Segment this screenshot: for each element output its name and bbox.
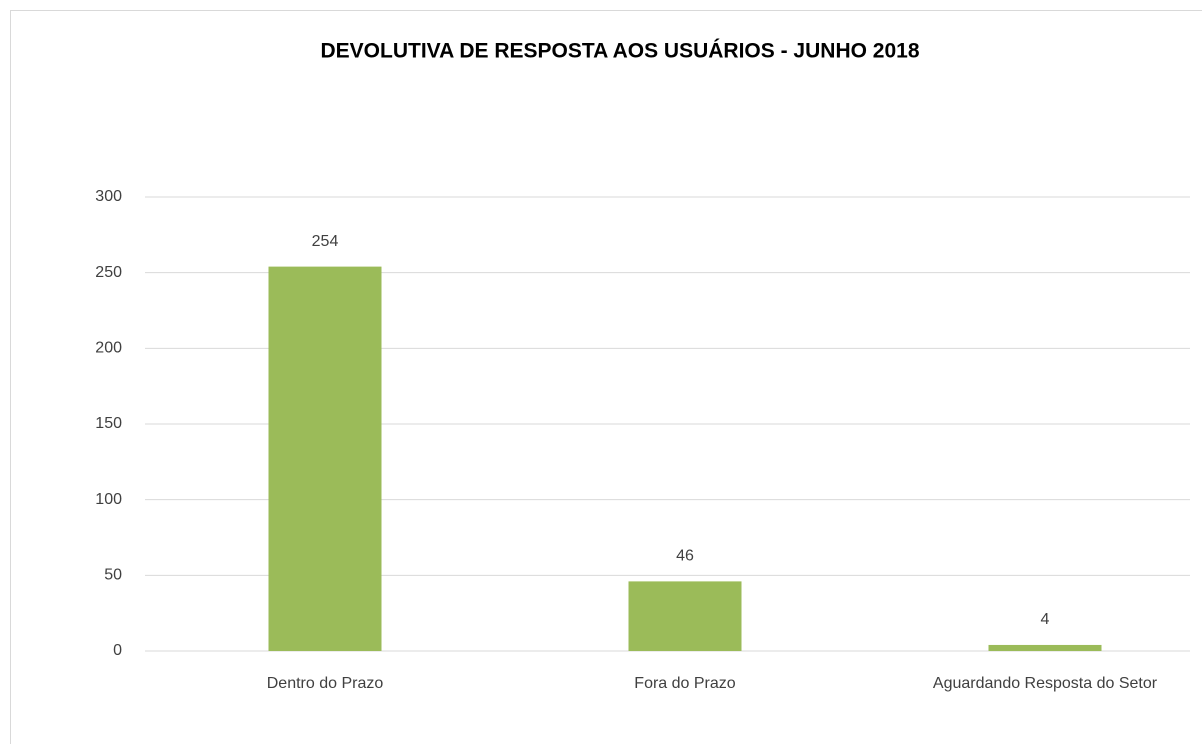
- data-label: 46: [676, 548, 694, 565]
- y-tick-label: 0: [113, 642, 122, 659]
- chart-frame: [10, 10, 1202, 744]
- x-tick-label: Fora do Prazo: [634, 675, 735, 692]
- chart-title: DEVOLUTIVA DE RESPOSTA AOS USUÁRIOS - JU…: [321, 40, 920, 63]
- bar: [628, 581, 742, 651]
- x-tick-label: Aguardando Resposta do Setor: [933, 675, 1158, 692]
- x-tick-label: Dentro do Prazo: [267, 675, 384, 692]
- bar: [268, 266, 382, 651]
- y-tick-label: 300: [95, 188, 122, 205]
- data-label: 254: [312, 233, 339, 250]
- y-tick-label: 150: [95, 415, 122, 432]
- bar: [988, 644, 1102, 651]
- y-tick-label: 100: [95, 491, 122, 508]
- y-tick-label: 50: [104, 567, 122, 584]
- y-tick-label: 250: [95, 264, 122, 281]
- data-label: 4: [1041, 611, 1050, 628]
- y-tick-label: 200: [95, 340, 122, 357]
